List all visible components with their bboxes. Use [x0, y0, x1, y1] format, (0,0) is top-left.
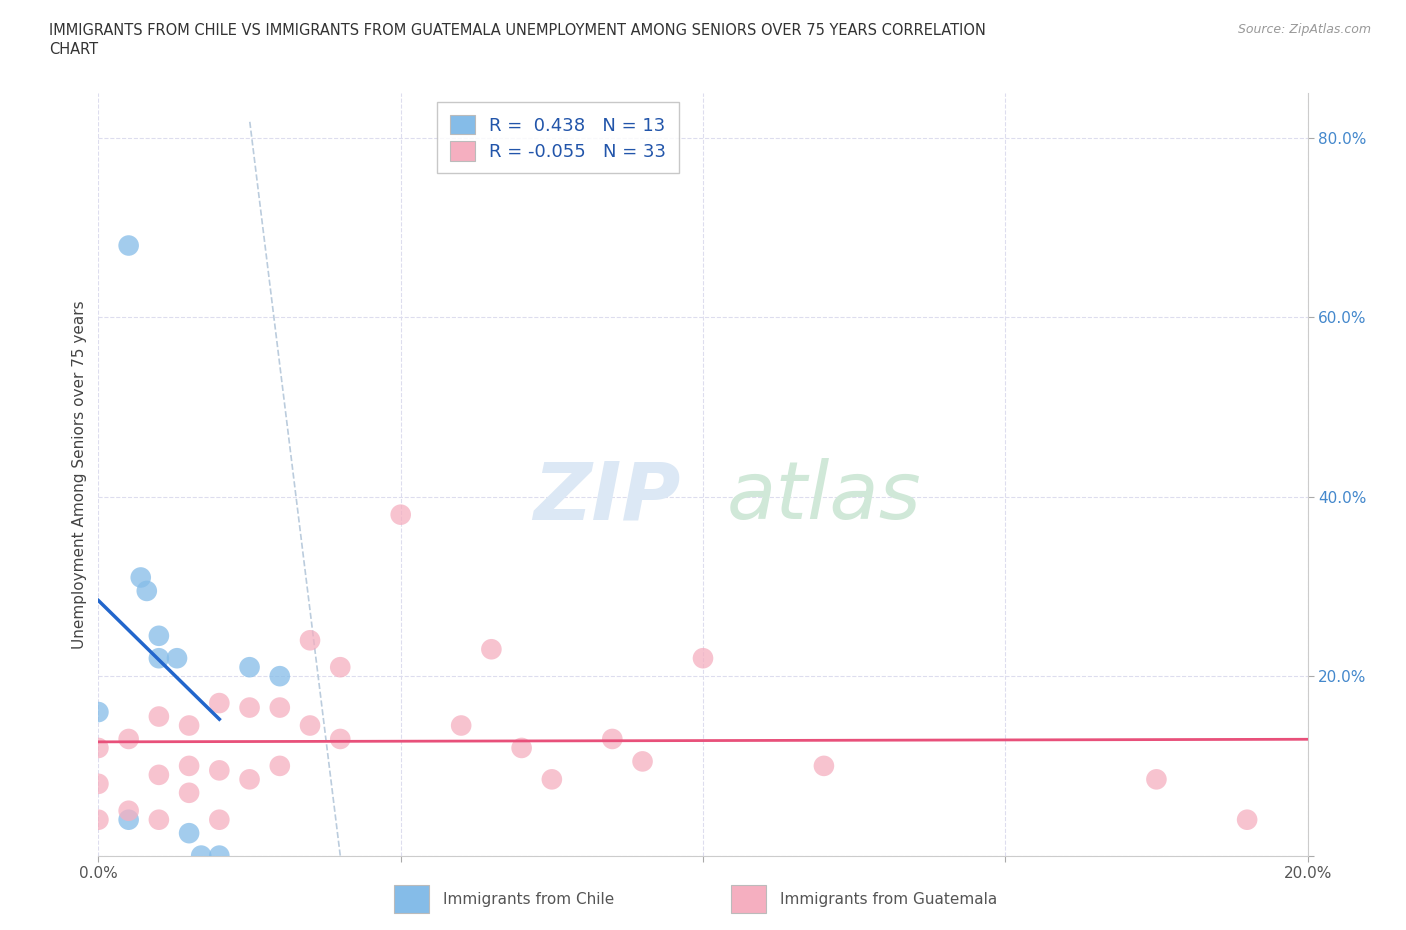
Point [208, 763, 231, 777]
Point [692, 651, 714, 666]
Point [602, 732, 624, 747]
Point [813, 759, 835, 774]
Point [329, 732, 352, 747]
Text: Source: ZipAtlas.com: Source: ZipAtlas.com [1237, 23, 1371, 36]
Point [631, 754, 654, 769]
Point [179, 718, 201, 733]
Point [450, 718, 472, 733]
Point [190, 848, 212, 863]
Point [540, 772, 562, 787]
Point [389, 507, 412, 522]
Point [148, 709, 170, 724]
FancyBboxPatch shape [394, 885, 429, 913]
Text: CHART: CHART [49, 42, 98, 57]
Point [299, 632, 322, 647]
Point [329, 659, 352, 674]
Text: IMMIGRANTS FROM CHILE VS IMMIGRANTS FROM GUATEMALA UNEMPLOYMENT AMONG SENIORS OV: IMMIGRANTS FROM CHILE VS IMMIGRANTS FROM… [49, 23, 986, 38]
Point [239, 659, 262, 674]
Point [179, 826, 201, 841]
Point [299, 718, 322, 733]
Point [118, 812, 141, 827]
Point [208, 848, 231, 863]
FancyBboxPatch shape [731, 885, 766, 913]
Point [239, 700, 262, 715]
Point [208, 696, 231, 711]
Point [148, 651, 170, 666]
Point [269, 759, 291, 774]
Point [87, 740, 110, 755]
Point [1144, 772, 1167, 787]
Legend: R =  0.438   N = 13, R = -0.055   N = 33: R = 0.438 N = 13, R = -0.055 N = 33 [437, 102, 679, 173]
Point [269, 700, 291, 715]
Point [118, 238, 141, 253]
Point [129, 570, 152, 585]
Point [481, 642, 503, 657]
Text: Immigrants from Chile: Immigrants from Chile [443, 892, 614, 907]
Text: Immigrants from Guatemala: Immigrants from Guatemala [780, 892, 998, 907]
Text: atlas: atlas [727, 458, 921, 537]
Point [1236, 812, 1258, 827]
Point [208, 812, 231, 827]
Point [87, 812, 110, 827]
Point [239, 772, 262, 787]
Point [269, 669, 291, 684]
Point [118, 732, 141, 747]
Point [87, 777, 110, 791]
Point [166, 651, 188, 666]
Point [148, 812, 170, 827]
Point [135, 583, 157, 598]
Y-axis label: Unemployment Among Seniors over 75 years: Unemployment Among Seniors over 75 years [72, 300, 87, 648]
Point [118, 804, 141, 818]
Point [179, 759, 201, 774]
Text: ZIP: ZIP [533, 458, 681, 537]
Point [148, 767, 170, 782]
Point [87, 705, 110, 720]
Point [179, 785, 201, 800]
Point [148, 629, 170, 644]
Point [510, 740, 533, 755]
